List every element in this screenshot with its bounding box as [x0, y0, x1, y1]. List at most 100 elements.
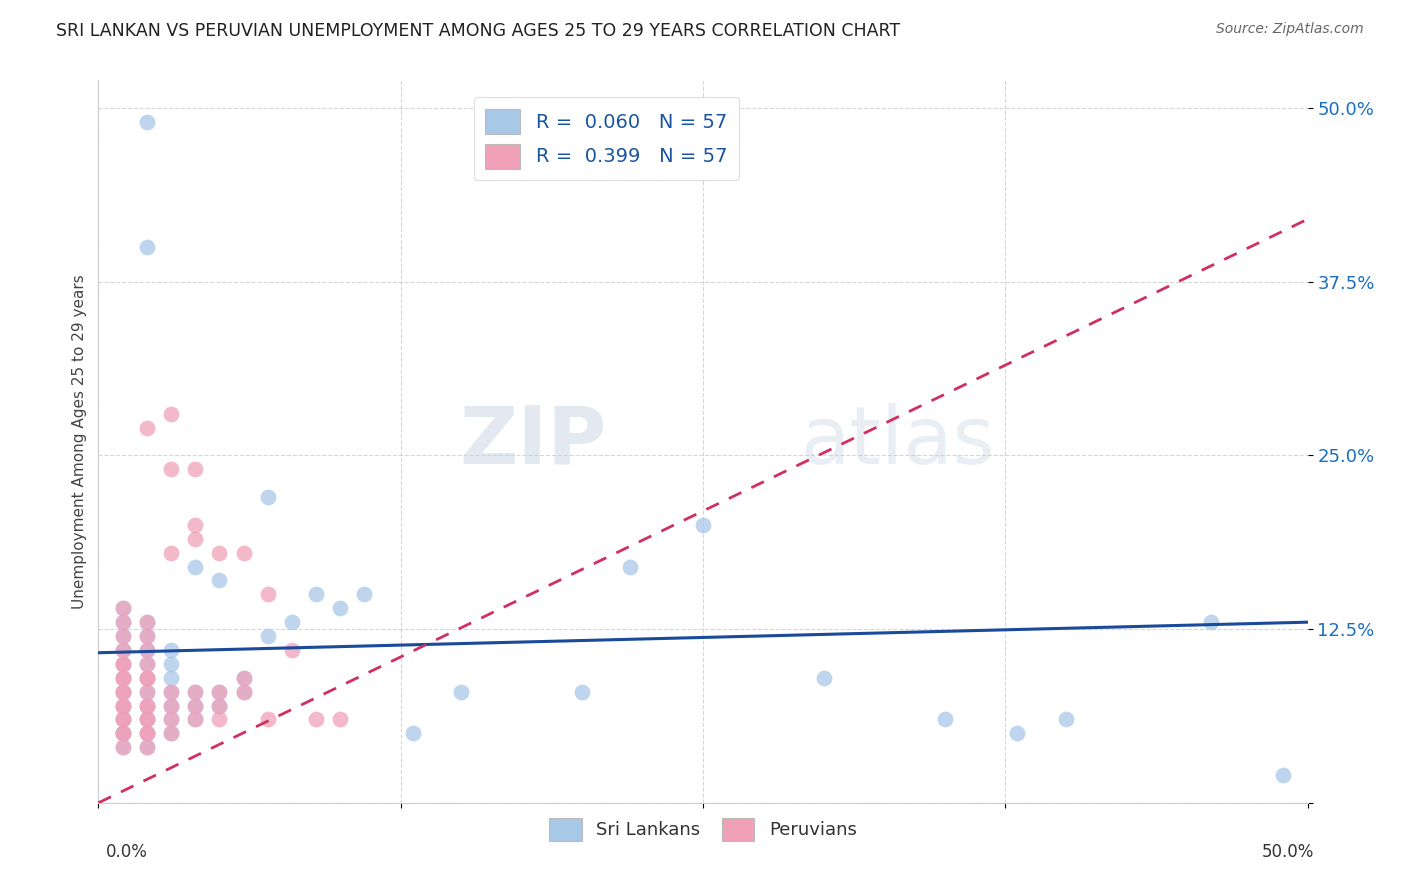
Point — [135, 615, 157, 630]
Point — [135, 726, 157, 740]
Point — [184, 698, 207, 713]
Point — [160, 671, 183, 685]
Point — [402, 726, 425, 740]
Point — [160, 713, 183, 727]
Point — [305, 587, 328, 601]
Text: 50.0%: 50.0% — [1263, 843, 1315, 861]
Point — [135, 657, 157, 671]
Point — [184, 532, 207, 546]
Point — [135, 671, 157, 685]
Point — [256, 587, 278, 601]
Point — [160, 713, 183, 727]
Point — [232, 546, 254, 560]
Point — [160, 657, 183, 671]
Point — [111, 643, 134, 657]
Text: ZIP: ZIP — [458, 402, 606, 481]
Point — [232, 684, 254, 698]
Point — [281, 615, 304, 630]
Point — [1054, 713, 1077, 727]
Point — [184, 462, 207, 476]
Point — [184, 684, 207, 698]
Point — [208, 698, 231, 713]
Point — [111, 698, 134, 713]
Point — [692, 517, 714, 532]
Point — [111, 629, 134, 643]
Point — [281, 643, 304, 657]
Text: Source: ZipAtlas.com: Source: ZipAtlas.com — [1216, 22, 1364, 37]
Point — [111, 713, 134, 727]
Point — [813, 671, 835, 685]
Point — [184, 698, 207, 713]
Point — [111, 726, 134, 740]
Point — [160, 684, 183, 698]
Point — [619, 559, 641, 574]
Point — [135, 629, 157, 643]
Point — [135, 420, 157, 434]
Point — [111, 740, 134, 755]
Point — [111, 698, 134, 713]
Point — [256, 490, 278, 504]
Point — [135, 698, 157, 713]
Point — [160, 698, 183, 713]
Point — [160, 643, 183, 657]
Point — [305, 713, 328, 727]
Point — [111, 657, 134, 671]
Point — [160, 407, 183, 421]
Point — [135, 713, 157, 727]
Point — [135, 740, 157, 755]
Point — [135, 115, 157, 129]
Point — [111, 713, 134, 727]
Point — [111, 740, 134, 755]
Point — [111, 684, 134, 698]
Point — [135, 657, 157, 671]
Point — [135, 740, 157, 755]
Text: SRI LANKAN VS PERUVIAN UNEMPLOYMENT AMONG AGES 25 TO 29 YEARS CORRELATION CHART: SRI LANKAN VS PERUVIAN UNEMPLOYMENT AMON… — [56, 22, 900, 40]
Point — [450, 684, 472, 698]
Point — [208, 684, 231, 698]
Point — [160, 726, 183, 740]
Point — [184, 684, 207, 698]
Text: atlas: atlas — [800, 402, 994, 481]
Point — [135, 726, 157, 740]
Point — [135, 713, 157, 727]
Point — [208, 698, 231, 713]
Point — [111, 615, 134, 630]
Point — [135, 698, 157, 713]
Point — [329, 601, 352, 615]
Point — [208, 574, 231, 588]
Y-axis label: Unemployment Among Ages 25 to 29 years: Unemployment Among Ages 25 to 29 years — [72, 274, 87, 609]
Point — [111, 726, 134, 740]
Text: 0.0%: 0.0% — [105, 843, 148, 861]
Point — [934, 713, 956, 727]
Point — [208, 684, 231, 698]
Point — [111, 671, 134, 685]
Point — [184, 713, 207, 727]
Point — [135, 643, 157, 657]
Point — [160, 726, 183, 740]
Point — [184, 559, 207, 574]
Point — [135, 671, 157, 685]
Point — [135, 713, 157, 727]
Point — [111, 601, 134, 615]
Point — [256, 629, 278, 643]
Point — [160, 698, 183, 713]
Point — [111, 629, 134, 643]
Point — [111, 698, 134, 713]
Point — [160, 462, 183, 476]
Point — [111, 657, 134, 671]
Point — [256, 713, 278, 727]
Point — [111, 713, 134, 727]
Point — [111, 615, 134, 630]
Point — [208, 713, 231, 727]
Point — [135, 684, 157, 698]
Point — [353, 587, 375, 601]
Point — [232, 671, 254, 685]
Point — [111, 657, 134, 671]
Point — [111, 601, 134, 615]
Legend: Sri Lankans, Peruvians: Sri Lankans, Peruvians — [541, 810, 865, 848]
Point — [571, 684, 593, 698]
Point — [329, 713, 352, 727]
Point — [135, 643, 157, 657]
Point — [208, 546, 231, 560]
Point — [135, 698, 157, 713]
